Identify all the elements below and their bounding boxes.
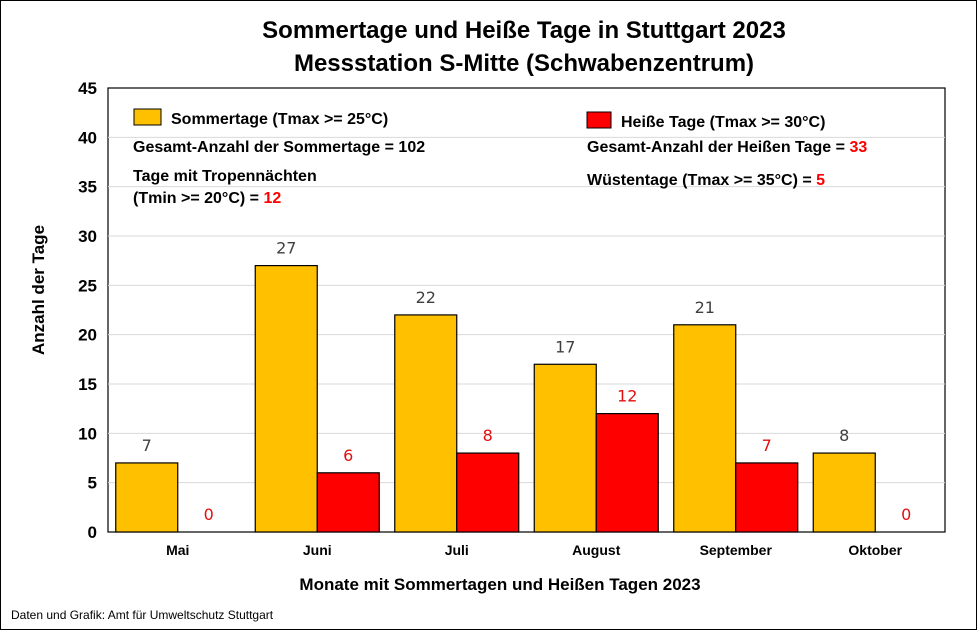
category-label: Mai [166, 542, 189, 558]
y-tick-label: 25 [78, 276, 97, 295]
bar [812, 452, 876, 533]
legend-label-sommertage: Sommertage (Tmax >= 25°C) [171, 111, 388, 128]
heisse-total-value: 33 [849, 139, 867, 156]
wuestentage-value: 5 [816, 172, 825, 189]
data-label: 12 [617, 387, 637, 406]
plot-area [107, 87, 946, 533]
chart-title: Sommertage und Heiße Tage in Stuttgart 2… [262, 17, 786, 44]
source-note: Daten und Grafik: Amt für Umweltschutz S… [11, 608, 274, 622]
annotation-tropennaechte-line2: (Tmin >= 20°C) = 12 [133, 190, 281, 207]
legend-swatch-heisse-tage [586, 111, 612, 129]
grid-lines [108, 136, 945, 484]
category-label: Juli [445, 542, 469, 558]
legend-label-heisse-tage: Heiße Tage (Tmax >= 30°C) [621, 114, 825, 131]
bar [673, 324, 737, 533]
data-label: 22 [416, 288, 436, 307]
category-label: Juni [303, 542, 332, 558]
bar [533, 363, 597, 533]
annotation-sommertage-total: Gesamt-Anzahl der Sommertage = 102 [133, 139, 425, 156]
x-axis-title: Monate mit Sommertagen und Heißen Tagen … [299, 575, 700, 594]
category-label: August [572, 542, 621, 558]
data-label: 0 [901, 505, 911, 524]
data-label: 6 [343, 446, 353, 465]
bar [394, 314, 458, 533]
category-label: September [700, 542, 773, 558]
annotation-heisse-total: Gesamt-Anzahl der Heißen Tage = 33 [587, 139, 867, 156]
annotation-tropennaechte-line1: Tage mit Tropennächten [133, 168, 317, 185]
data-label: 7 [762, 436, 772, 455]
category-labels: Mai Juni Juli August September Oktober [166, 542, 903, 558]
data-label: 27 [276, 239, 296, 258]
bar [316, 472, 380, 533]
bar [254, 265, 318, 533]
data-label: 8 [839, 426, 849, 445]
y-tick-labels: 0 5 10 15 20 25 30 35 40 45 [78, 79, 97, 542]
data-label: 7 [142, 436, 152, 455]
y-tick-label: 30 [78, 227, 97, 246]
data-label: 17 [555, 337, 575, 356]
annotation-wuestentage: Wüstentage (Tmax >= 35°C) = 5 [587, 172, 825, 189]
legend-swatch-sommertage [133, 108, 162, 126]
y-tick-label: 5 [88, 474, 97, 493]
y-tick-label: 40 [78, 128, 97, 147]
heisse-total-label: Gesamt-Anzahl der Heißen Tage = [587, 139, 849, 156]
bar [735, 462, 799, 533]
y-tick-label: 10 [78, 424, 97, 443]
tropennaechte-value: 12 [263, 190, 281, 207]
wuestentage-label: Wüstentage (Tmax >= 35°C) = [587, 172, 816, 189]
category-label: Oktober [848, 542, 902, 558]
bar [115, 462, 179, 533]
y-tick-label: 15 [78, 375, 97, 394]
data-labels: 7 0 27 6 22 8 17 12 21 7 8 0 [142, 239, 912, 524]
bar [595, 413, 659, 533]
y-tick-label: 35 [78, 178, 97, 197]
tropennaechte-label: (Tmin >= 20°C) = [133, 190, 263, 207]
data-label: 8 [483, 426, 493, 445]
y-axis-title: Anzahl der Tage [29, 225, 48, 355]
y-tick-label: 45 [78, 79, 97, 98]
data-label: 0 [204, 505, 214, 524]
y-tick-label: 0 [88, 523, 97, 542]
bar [456, 452, 520, 533]
data-label: 21 [695, 298, 715, 317]
bars [115, 265, 876, 533]
chart-subtitle: Messstation S-Mitte (Schwabenzentrum) [294, 50, 754, 77]
y-tick-label: 20 [78, 326, 97, 345]
